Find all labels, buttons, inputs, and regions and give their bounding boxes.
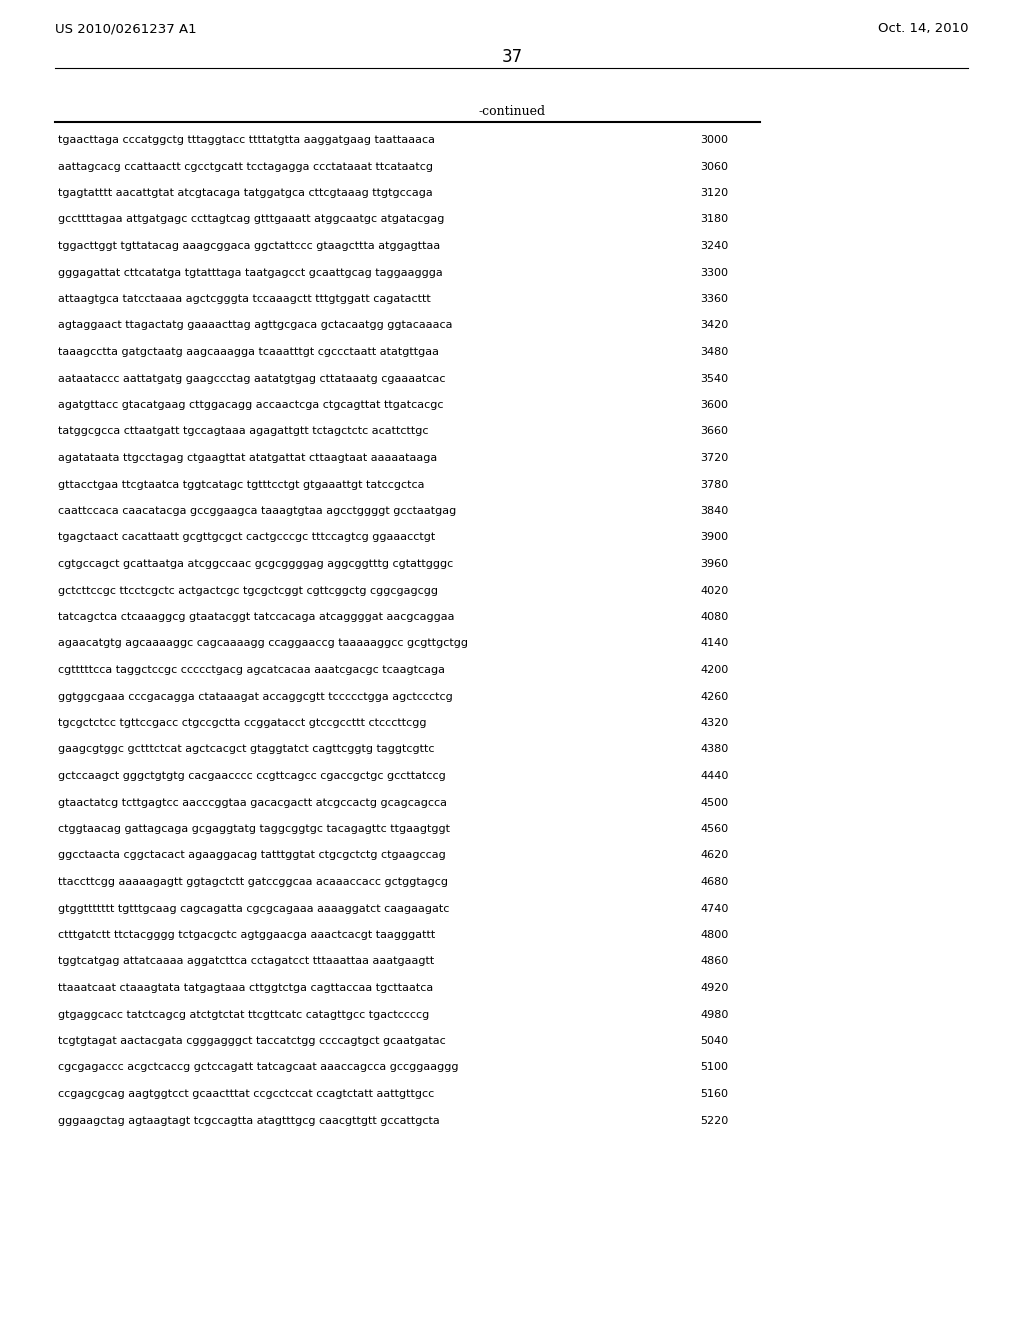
Text: taaagcctta gatgctaatg aagcaaagga tcaaatttgt cgccctaatt atatgttgaa: taaagcctta gatgctaatg aagcaaagga tcaaatt… bbox=[58, 347, 439, 356]
Text: 3600: 3600 bbox=[700, 400, 728, 411]
Text: gtgaggcacc tatctcagcg atctgtctat ttcgttcatc catagttgcc tgactccccg: gtgaggcacc tatctcagcg atctgtctat ttcgttc… bbox=[58, 1010, 429, 1019]
Text: gccttttagaa attgatgagc ccttagtcag gtttgaaatt atggcaatgc atgatacgag: gccttttagaa attgatgagc ccttagtcag gtttga… bbox=[58, 214, 444, 224]
Text: 3900: 3900 bbox=[700, 532, 728, 543]
Text: gttacctgaa ttcgtaatca tggtcatagc tgtttcctgt gtgaaattgt tatccgctca: gttacctgaa ttcgtaatca tggtcatagc tgtttcc… bbox=[58, 479, 425, 490]
Text: tgagctaact cacattaatt gcgttgcgct cactgcccgc tttccagtcg ggaaacctgt: tgagctaact cacattaatt gcgttgcgct cactgcc… bbox=[58, 532, 435, 543]
Text: 4860: 4860 bbox=[700, 957, 728, 966]
Text: 4680: 4680 bbox=[700, 876, 728, 887]
Text: 3480: 3480 bbox=[700, 347, 728, 356]
Text: ttaccttcgg aaaaagagtt ggtagctctt gatccggcaa acaaaccacc gctggtagcg: ttaccttcgg aaaaagagtt ggtagctctt gatccgg… bbox=[58, 876, 449, 887]
Text: tcgtgtagat aactacgata cgggagggct taccatctgg ccccagtgct gcaatgatac: tcgtgtagat aactacgata cgggagggct taccatc… bbox=[58, 1036, 445, 1045]
Text: tatggcgcca cttaatgatt tgccagtaaa agagattgtt tctagctctc acattcttgc: tatggcgcca cttaatgatt tgccagtaaa agagatt… bbox=[58, 426, 428, 437]
Text: tgaacttaga cccatggctg tttaggtacc ttttatgtta aaggatgaag taattaaaca: tgaacttaga cccatggctg tttaggtacc ttttatg… bbox=[58, 135, 435, 145]
Text: attaagtgca tatcctaaaa agctcgggta tccaaagctt tttgtggatt cagatacttt: attaagtgca tatcctaaaa agctcgggta tccaaag… bbox=[58, 294, 431, 304]
Text: 3300: 3300 bbox=[700, 268, 728, 277]
Text: 5040: 5040 bbox=[700, 1036, 728, 1045]
Text: gctccaagct gggctgtgtg cacgaacccc ccgttcagcc cgaccgctgc gccttatccg: gctccaagct gggctgtgtg cacgaacccc ccgttca… bbox=[58, 771, 445, 781]
Text: tgcgctctcc tgttccgacc ctgccgctta ccggatacct gtccgccttt ctcccttcgg: tgcgctctcc tgttccgacc ctgccgctta ccggata… bbox=[58, 718, 427, 729]
Text: 4200: 4200 bbox=[700, 665, 728, 675]
Text: 4800: 4800 bbox=[700, 931, 728, 940]
Text: 3000: 3000 bbox=[700, 135, 728, 145]
Text: caattccaca caacatacga gccggaagca taaagtgtaa agcctggggt gcctaatgag: caattccaca caacatacga gccggaagca taaagtg… bbox=[58, 506, 457, 516]
Text: 4080: 4080 bbox=[700, 612, 728, 622]
Text: 4980: 4980 bbox=[700, 1010, 728, 1019]
Text: Oct. 14, 2010: Oct. 14, 2010 bbox=[878, 22, 968, 36]
Text: gggaagctag agtaagtagt tcgccagtta atagtttgcg caacgttgtt gccattgcta: gggaagctag agtaagtagt tcgccagtta atagttt… bbox=[58, 1115, 439, 1126]
Text: ggcctaacta cggctacact agaaggacag tatttggtat ctgcgctctg ctgaagccag: ggcctaacta cggctacact agaaggacag tatttgg… bbox=[58, 850, 445, 861]
Text: 5220: 5220 bbox=[700, 1115, 728, 1126]
Text: 3420: 3420 bbox=[700, 321, 728, 330]
Text: -continued: -continued bbox=[478, 106, 546, 117]
Text: 3180: 3180 bbox=[700, 214, 728, 224]
Text: 4560: 4560 bbox=[700, 824, 728, 834]
Text: 3060: 3060 bbox=[700, 161, 728, 172]
Text: 4380: 4380 bbox=[700, 744, 728, 755]
Text: cgtttttcca taggctccgc ccccctgacg agcatcacaa aaatcgacgc tcaagtcaga: cgtttttcca taggctccgc ccccctgacg agcatca… bbox=[58, 665, 445, 675]
Text: agatgttacc gtacatgaag cttggacagg accaactcga ctgcagttat ttgatcacgc: agatgttacc gtacatgaag cttggacagg accaact… bbox=[58, 400, 443, 411]
Text: cgtgccagct gcattaatga atcggccaac gcgcggggag aggcggtttg cgtattgggc: cgtgccagct gcattaatga atcggccaac gcgcggg… bbox=[58, 558, 454, 569]
Text: 3840: 3840 bbox=[700, 506, 728, 516]
Text: gtggttttttt tgtttgcaag cagcagatta cgcgcagaaa aaaaggatct caagaagatc: gtggttttttt tgtttgcaag cagcagatta cgcgca… bbox=[58, 903, 450, 913]
Text: ctggtaacag gattagcaga gcgaggtatg taggcggtgc tacagagttc ttgaagtggt: ctggtaacag gattagcaga gcgaggtatg taggcgg… bbox=[58, 824, 450, 834]
Text: gtaactatcg tcttgagtcc aacccggtaa gacacgactt atcgccactg gcagcagcca: gtaactatcg tcttgagtcc aacccggtaa gacacga… bbox=[58, 797, 447, 808]
Text: tggacttggt tgttatacag aaagcggaca ggctattccc gtaagcttta atggagttaa: tggacttggt tgttatacag aaagcggaca ggctatt… bbox=[58, 242, 440, 251]
Text: gctcttccgc ttcctcgctc actgactcgc tgcgctcggt cgttcggctg cggcgagcgg: gctcttccgc ttcctcgctc actgactcgc tgcgctc… bbox=[58, 586, 438, 595]
Text: 3360: 3360 bbox=[700, 294, 728, 304]
Text: 4440: 4440 bbox=[700, 771, 728, 781]
Text: 4140: 4140 bbox=[700, 639, 728, 648]
Text: 3240: 3240 bbox=[700, 242, 728, 251]
Text: 3540: 3540 bbox=[700, 374, 728, 384]
Text: 4740: 4740 bbox=[700, 903, 728, 913]
Text: ggtggcgaaa cccgacagga ctataaagat accaggcgtt tccccctgga agctccctcg: ggtggcgaaa cccgacagga ctataaagat accaggc… bbox=[58, 692, 453, 701]
Text: 3720: 3720 bbox=[700, 453, 728, 463]
Text: 4920: 4920 bbox=[700, 983, 728, 993]
Text: ttaaatcaat ctaaagtata tatgagtaaa cttggtctga cagttaccaa tgcttaatca: ttaaatcaat ctaaagtata tatgagtaaa cttggtc… bbox=[58, 983, 433, 993]
Text: cgcgagaccc acgctcaccg gctccagatt tatcagcaat aaaccagcca gccggaaggg: cgcgagaccc acgctcaccg gctccagatt tatcagc… bbox=[58, 1063, 459, 1072]
Text: 3120: 3120 bbox=[700, 187, 728, 198]
Text: US 2010/0261237 A1: US 2010/0261237 A1 bbox=[55, 22, 197, 36]
Text: 4260: 4260 bbox=[700, 692, 728, 701]
Text: tatcagctca ctcaaaggcg gtaatacggt tatccacaga atcaggggat aacgcaggaa: tatcagctca ctcaaaggcg gtaatacggt tatccac… bbox=[58, 612, 455, 622]
Text: agatataata ttgcctagag ctgaagttat atatgattat cttaagtaat aaaaataaga: agatataata ttgcctagag ctgaagttat atatgat… bbox=[58, 453, 437, 463]
Text: gggagattat cttcatatga tgtatttaga taatgagcct gcaattgcag taggaaggga: gggagattat cttcatatga tgtatttaga taatgag… bbox=[58, 268, 442, 277]
Text: gaagcgtggc gctttctcat agctcacgct gtaggtatct cagttcggtg taggtcgttc: gaagcgtggc gctttctcat agctcacgct gtaggta… bbox=[58, 744, 434, 755]
Text: 5160: 5160 bbox=[700, 1089, 728, 1100]
Text: tgagtatttt aacattgtat atcgtacaga tatggatgca cttcgtaaag ttgtgccaga: tgagtatttt aacattgtat atcgtacaga tatggat… bbox=[58, 187, 433, 198]
Text: 4020: 4020 bbox=[700, 586, 728, 595]
Text: agtaggaact ttagactatg gaaaacttag agttgcgaca gctacaatgg ggtacaaaca: agtaggaact ttagactatg gaaaacttag agttgcg… bbox=[58, 321, 453, 330]
Text: 4620: 4620 bbox=[700, 850, 728, 861]
Text: aattagcacg ccattaactt cgcctgcatt tcctagagga ccctataaat ttcataatcg: aattagcacg ccattaactt cgcctgcatt tcctaga… bbox=[58, 161, 433, 172]
Text: 37: 37 bbox=[502, 48, 522, 66]
Text: ctttgatctt ttctacgggg tctgacgctc agtggaacga aaactcacgt taagggattt: ctttgatctt ttctacgggg tctgacgctc agtggaa… bbox=[58, 931, 435, 940]
Text: 3660: 3660 bbox=[700, 426, 728, 437]
Text: 5100: 5100 bbox=[700, 1063, 728, 1072]
Text: 3780: 3780 bbox=[700, 479, 728, 490]
Text: 3960: 3960 bbox=[700, 558, 728, 569]
Text: 4320: 4320 bbox=[700, 718, 728, 729]
Text: agaacatgtg agcaaaaggc cagcaaaagg ccaggaaccg taaaaaggcc gcgttgctgg: agaacatgtg agcaaaaggc cagcaaaagg ccaggaa… bbox=[58, 639, 468, 648]
Text: tggtcatgag attatcaaaa aggatcttca cctagatcct tttaaattaa aaatgaagtt: tggtcatgag attatcaaaa aggatcttca cctagat… bbox=[58, 957, 434, 966]
Text: ccgagcgcag aagtggtcct gcaactttat ccgcctccat ccagtctatt aattgttgcc: ccgagcgcag aagtggtcct gcaactttat ccgcctc… bbox=[58, 1089, 434, 1100]
Text: aataataccc aattatgatg gaagccctag aatatgtgag cttataaatg cgaaaatcac: aataataccc aattatgatg gaagccctag aatatgt… bbox=[58, 374, 445, 384]
Text: 4500: 4500 bbox=[700, 797, 728, 808]
